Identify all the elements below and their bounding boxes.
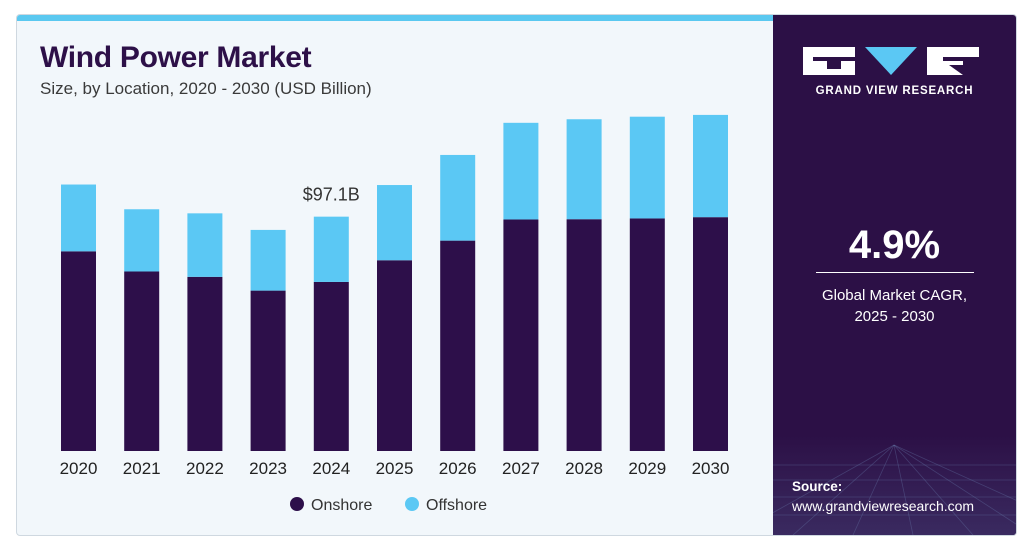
x-tick-label: 2028 xyxy=(565,459,603,478)
decorative-grid xyxy=(773,435,1016,535)
bar-chart: 2020 2021 2022 2023 2024 2025 2026 2027 2028 2029… xyxy=(60,114,730,514)
source-label: Source: xyxy=(792,479,843,494)
bar-offshore-2020 xyxy=(61,184,96,252)
bar-offshore-2026 xyxy=(440,154,476,241)
cagr-value: 4.9% xyxy=(848,223,941,267)
bar-onshore-2020 xyxy=(61,251,96,451)
legend-label: Onshore xyxy=(311,497,372,514)
bar-onshore-2029 xyxy=(629,218,665,451)
legend-item-onshore: Onshore xyxy=(290,497,372,514)
source-url: www.grandviewresearch.com xyxy=(792,498,975,514)
brand-name: GRAND VIEW RESEARCH xyxy=(815,85,974,97)
bar-onshore-2021 xyxy=(124,271,160,451)
bar-onshore-2023 xyxy=(250,290,286,451)
cagr-label-line2: 2025 - 2030 xyxy=(854,308,935,325)
bar-onshore-2026 xyxy=(440,240,476,451)
x-tick-label: 2030 xyxy=(692,459,730,478)
bar-onshore-2022 xyxy=(187,276,223,451)
cagr-divider xyxy=(816,272,974,273)
chart-title: Wind Power Market xyxy=(40,41,312,74)
bar-onshore-2024 xyxy=(313,281,349,451)
legend-marker xyxy=(405,497,419,511)
x-tick-label: 2023 xyxy=(249,459,287,478)
cagr-label-line1: Global Market CAGR, xyxy=(821,287,968,304)
bar-offshore-2022 xyxy=(187,213,223,277)
cagr-label: Global Market CAGR, 2025 - 2030 xyxy=(773,285,1016,327)
bar-offshore-2021 xyxy=(124,209,160,272)
bar-offshore-2023 xyxy=(250,229,286,291)
x-tick-label: 2021 xyxy=(123,459,161,478)
x-tick-label: 2025 xyxy=(376,459,414,478)
bar-onshore-2025 xyxy=(377,260,412,451)
bar-offshore-2029 xyxy=(629,116,665,219)
bar-offshore-2027 xyxy=(503,122,539,220)
bar-offshore-2028 xyxy=(566,119,602,220)
x-tick-label: 2020 xyxy=(60,459,98,478)
bar-offshore-2025 xyxy=(377,185,412,261)
bar-onshore-2027 xyxy=(503,219,539,451)
x-tick-label: 2027 xyxy=(502,459,540,478)
bar-offshore-2024 xyxy=(313,216,349,282)
accent-bar xyxy=(17,15,773,21)
x-tick-label: 2026 xyxy=(439,459,477,478)
x-tick-label: 2029 xyxy=(628,459,666,478)
chart-subtitle: Size, by Location, 2020 - 2030 (USD Bill… xyxy=(40,79,372,98)
x-tick-label: 2024 xyxy=(312,459,350,478)
bar-offshore-2030 xyxy=(693,114,728,218)
data-label: $97.1B xyxy=(303,185,360,205)
legend-label: Offshore xyxy=(426,497,487,514)
legend-marker xyxy=(290,497,304,511)
legend-item-offshore: Offshore xyxy=(405,497,487,514)
bar-onshore-2028 xyxy=(566,219,602,451)
infographic-card: Wind Power Market Size, by Location, 202… xyxy=(16,14,1017,536)
bar-onshore-2030 xyxy=(693,217,728,451)
x-tick-label: 2022 xyxy=(186,459,224,478)
grand-view-research-logo xyxy=(803,47,979,75)
sidebar-panel: GRAND VIEW RESEARCH 4.9% Global Market C… xyxy=(773,15,1016,535)
